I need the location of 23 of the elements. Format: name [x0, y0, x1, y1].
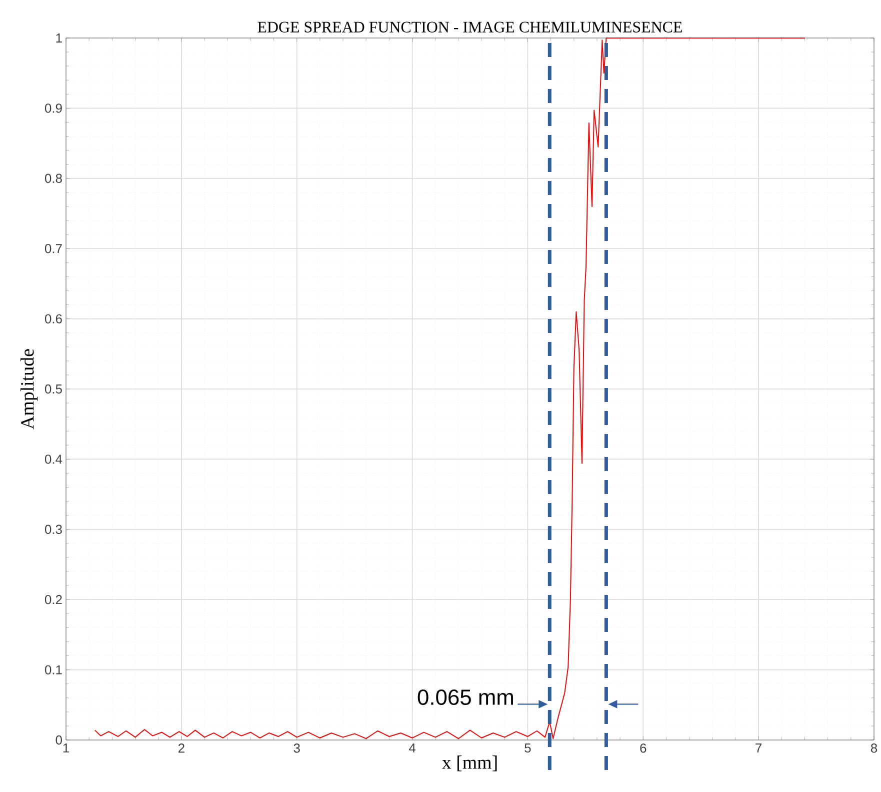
y-axis-title: Amplitude [20, 349, 38, 430]
x-tick-label: 2 [178, 744, 184, 753]
x-tick-label: 8 [870, 744, 878, 753]
x-tick-label: 1 [63, 744, 69, 752]
annotation: 0.065 mm [418, 689, 513, 706]
x-tick-label: 4 [408, 744, 416, 752]
y-tick-label: 0.5 [44, 384, 62, 394]
x-tick-label: 5 [524, 744, 531, 753]
y-tick-label: 0.9 [44, 104, 62, 113]
y-tick-label: 0.7 [44, 244, 62, 254]
y-tick-label: 0.1 [44, 665, 62, 674]
chart-title: EDGE SPREAD FUNCTION - IMAGE CHEMILUMINESENCE [258, 22, 682, 32]
y-tick-label: 0.8 [44, 174, 62, 183]
y-tick-label: 0.6 [44, 314, 62, 324]
y-tick-label: 0.3 [44, 524, 62, 534]
y-tick-label: 0 [56, 735, 62, 745]
x-axis-title: x [mm] [442, 756, 497, 772]
x-tick-label: 7 [756, 744, 762, 752]
x-tick-label: 6 [640, 744, 646, 753]
x-tick-label: 3 [294, 744, 300, 753]
y-tick-label: 0.4 [44, 454, 62, 464]
y-tick-label: 1 [56, 34, 62, 42]
y-tick-label: 0.2 [44, 595, 62, 604]
